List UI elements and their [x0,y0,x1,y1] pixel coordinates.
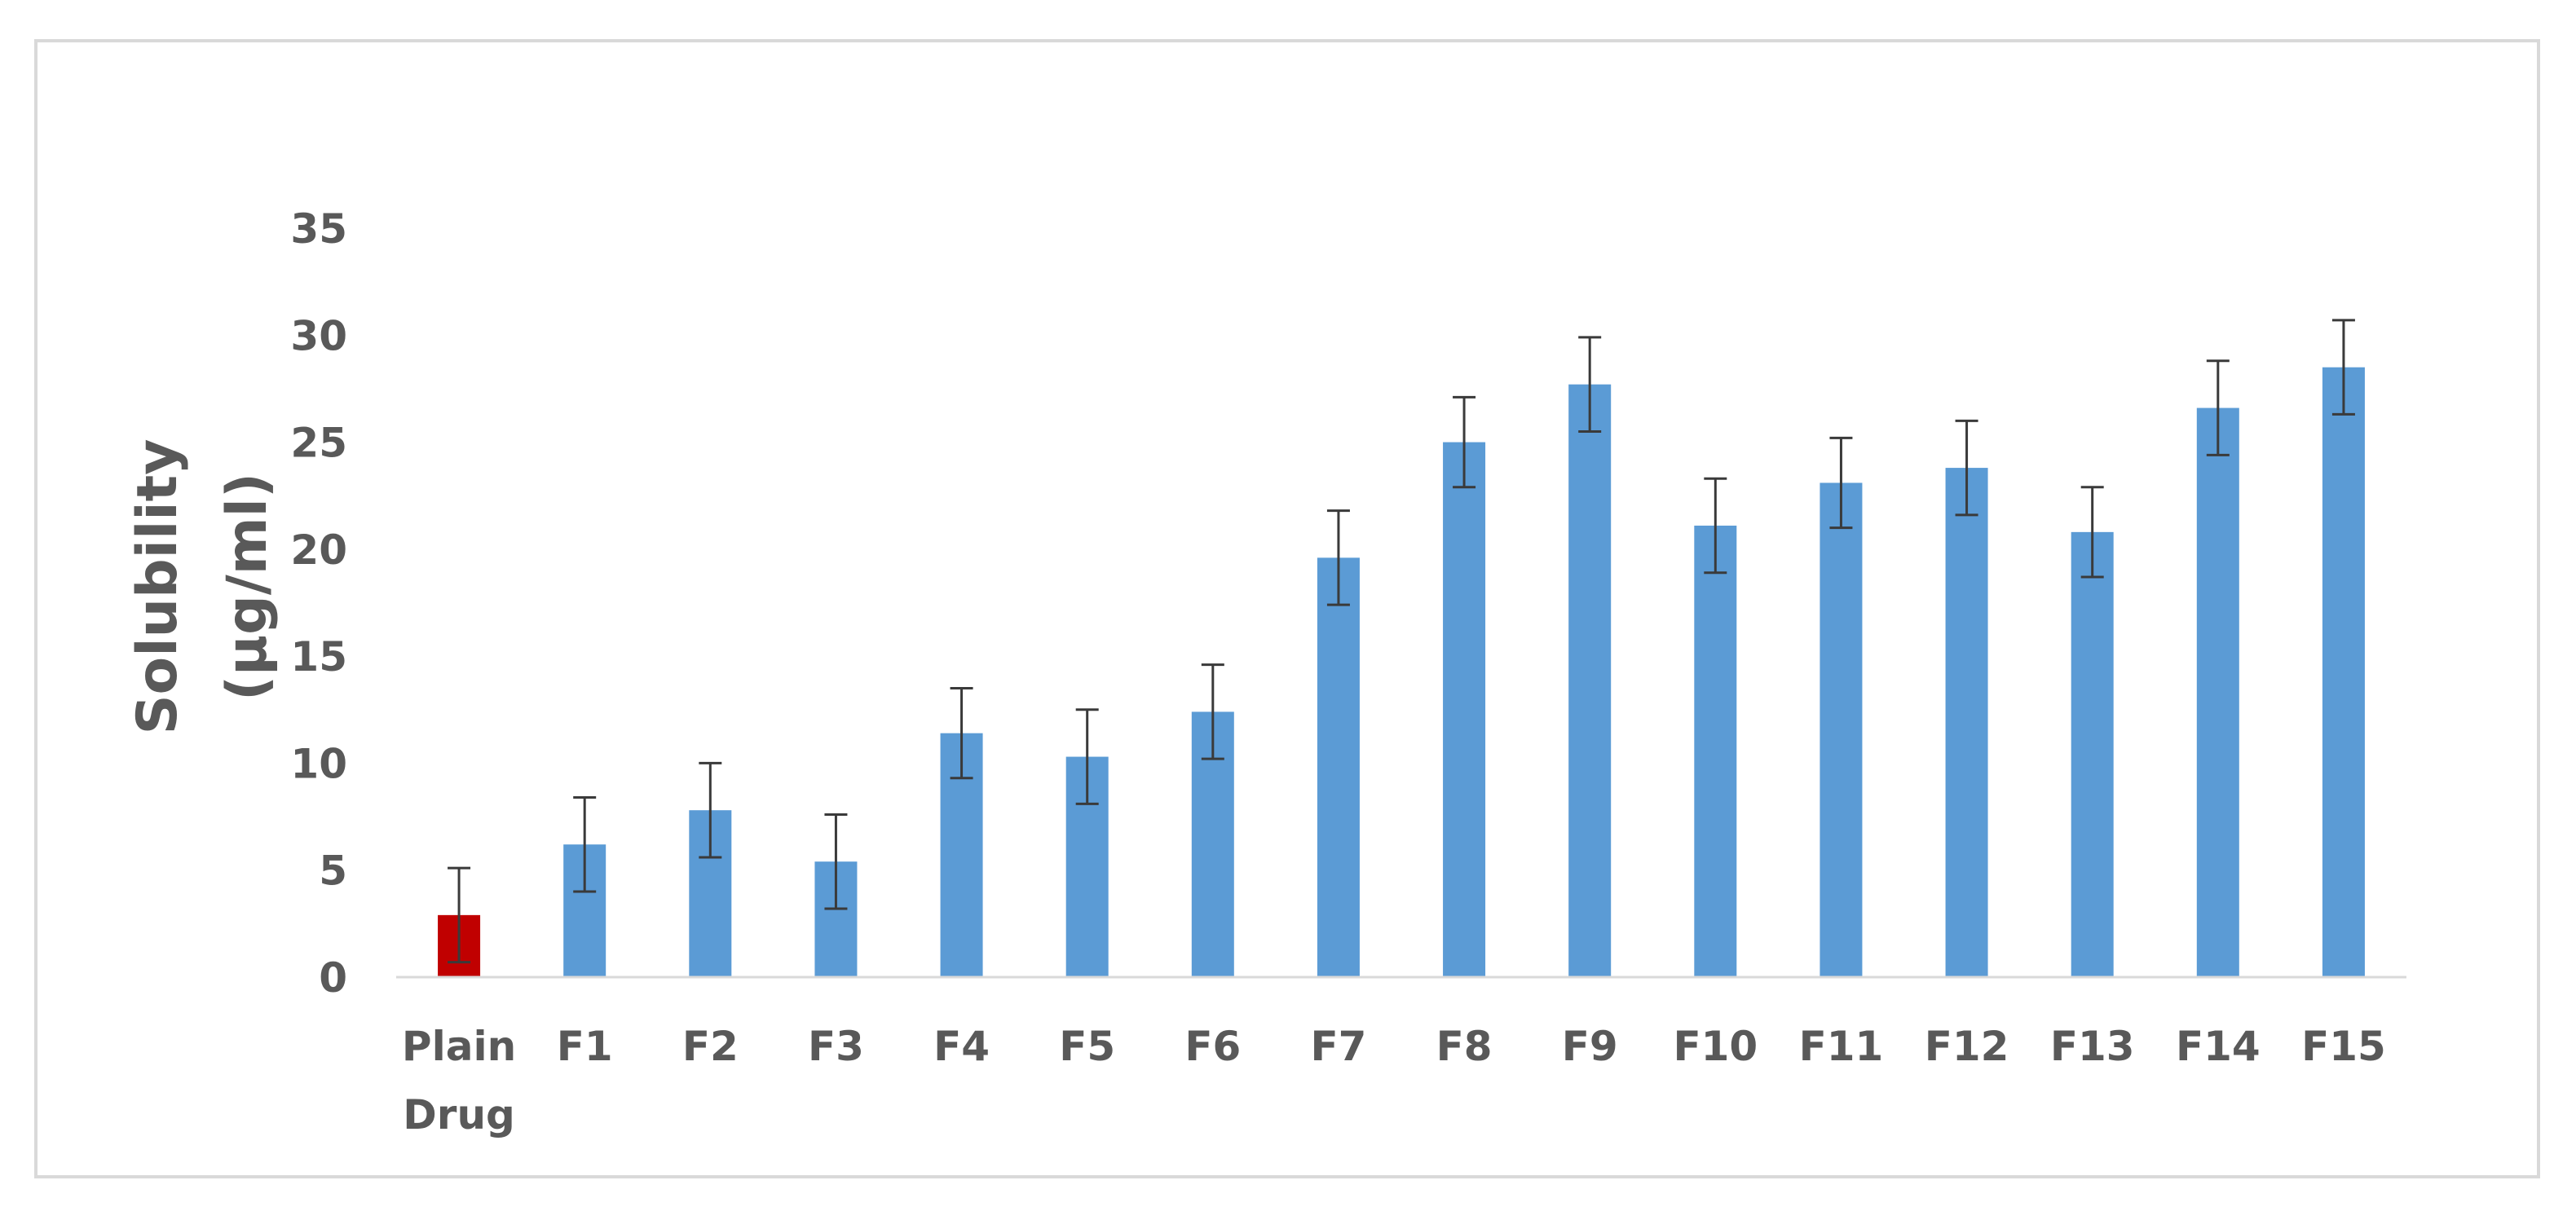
y-tick-label: 20 [290,526,347,574]
error-bar [824,813,848,910]
x-tick-label: F10 [1673,1023,1758,1070]
x-tick-label-line: Plain [402,1023,516,1070]
error-bar [699,761,722,859]
x-tick-label: F6 [1184,1023,1241,1070]
error-bar [1326,509,1350,606]
x-tick-label: F15 [2301,1023,2386,1070]
error-bar [1578,336,1602,433]
x-tick-label-line: F9 [1562,1023,1618,1070]
y-tick-label: 15 [290,633,347,680]
error-bar [1075,708,1099,805]
x-tick-label: F8 [1436,1023,1493,1070]
x-tick-label-line: F12 [1925,1023,2009,1070]
bar [1443,442,1486,977]
bar [1317,557,1360,977]
x-tick-label-line: F3 [808,1023,864,1070]
bar-chart: Solubility (µg/ml) 0 5 10 15 20 25 30 35 Plain Dr… [126,205,2406,1139]
y-axis-label-line: Solubility [126,439,190,735]
x-tick-label: F9 [1562,1023,1618,1070]
y-tick-label: 0 [319,954,347,1002]
y-tick-label: 10 [290,740,347,787]
error-bar [2331,319,2355,416]
x-tick-label: F1 [557,1023,613,1070]
error-bar [1201,663,1224,760]
x-tick-label-line: F10 [1673,1023,1758,1070]
bars [438,367,2365,978]
bar [1945,468,1988,977]
y-axis-tick-labels: 0 5 10 15 20 25 30 35 [290,205,347,1002]
error-bar [1955,419,1978,517]
y-axis-title: Solubility (µg/ml) [126,439,280,735]
x-tick-label: F3 [808,1023,864,1070]
x-tick-label-line: F2 [682,1023,739,1070]
x-tick-label-line: F6 [1184,1023,1241,1070]
bar [1694,525,1737,977]
x-axis-tick-labels: Plain Drug F1 F2 F3 F4 F5 F6 F7 F8 F9 F10 F11 F12 F13 F… [402,1023,2386,1139]
x-tick-label: F14 [2176,1023,2261,1070]
error-bar [1453,395,1476,489]
x-tick-label-line: F8 [1436,1023,1493,1070]
x-tick-label-line: F14 [2176,1023,2261,1070]
y-tick-label: 25 [290,420,347,467]
bar [2071,531,2114,977]
y-axis-label-line: (µg/ml) [215,473,280,701]
x-tick-label: F12 [1925,1023,2009,1070]
y-tick-label: 5 [319,848,347,895]
y-tick-label: 35 [290,205,347,253]
error-bar [1704,477,1727,575]
error-bar [2206,359,2230,456]
x-tick-label: F7 [1310,1023,1366,1070]
bar [1568,384,1612,978]
bar [2196,407,2239,977]
x-tick-label-line: F5 [1059,1023,1115,1070]
error-bar [573,795,597,893]
error-bar [1829,436,1853,530]
chart-frame: Solubility (µg/ml) 0 5 10 15 20 25 30 35 Plain Dr… [34,39,2540,1178]
x-tick-label-line: F7 [1310,1023,1366,1070]
y-axis-label: Solubility (µg/ml) [126,439,280,735]
x-tick-label: F11 [1799,1023,1884,1070]
error-bar [950,687,973,780]
x-tick-label-line: F11 [1799,1023,1884,1070]
x-tick-label-line: F15 [2301,1023,2386,1070]
x-tick-label-line: F13 [2050,1023,2135,1070]
error-bar [2080,486,2104,579]
x-tick-label: F5 [1059,1023,1115,1070]
x-tick-label: F2 [682,1023,739,1070]
x-tick-label: Plain Drug [402,1023,516,1139]
x-tick-label-line: F4 [933,1023,990,1070]
x-tick-label: F4 [933,1023,990,1070]
y-tick-label: 30 [290,312,347,359]
x-tick-label: F13 [2050,1023,2135,1070]
x-tick-label-line: Drug [403,1091,515,1139]
bar [1820,482,1863,977]
error-bar [448,866,471,964]
error-bars [448,319,2355,964]
x-tick-label-line: F1 [557,1023,613,1070]
bar [2322,367,2365,978]
